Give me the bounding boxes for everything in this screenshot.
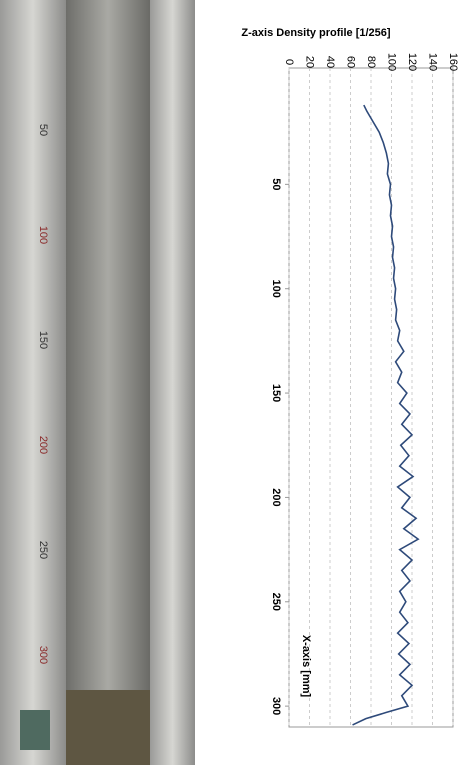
y-tick-label: 120 (406, 53, 418, 71)
x-tick-label: 150 (270, 384, 282, 402)
x-tick-label: 100 (270, 280, 282, 298)
y-tick-label: 100 (386, 53, 398, 71)
right-rail (150, 0, 195, 765)
foam-column (66, 0, 150, 765)
y-tick-label: 160 (447, 53, 459, 71)
ruler (0, 0, 66, 765)
ruler-label: 50 (37, 124, 49, 136)
liquid (66, 690, 150, 765)
chart-title: Z-axis Density profile [1/256] (241, 27, 390, 39)
photo (0, 0, 195, 765)
ruler-label: 300 (37, 646, 49, 664)
label-sticker (20, 710, 50, 750)
y-tick-label: 80 (365, 56, 377, 68)
y-tick-label: 0 (283, 59, 295, 65)
y-tick-label: 140 (427, 53, 439, 71)
ruler-label: 100 (37, 226, 49, 244)
x-tick-label: 250 (270, 593, 282, 611)
ruler-label: 250 (37, 541, 49, 559)
y-tick-label: 60 (345, 56, 357, 68)
page: Z-axis Density profile [1/256] 50 100 150 2… (0, 0, 462, 765)
x-tick-label: 200 (270, 488, 282, 506)
x-tick-label: 300 (270, 697, 282, 715)
ruler-label: 200 (37, 436, 49, 454)
y-tick-label: 40 (324, 56, 336, 68)
x-tick-label: 50 (270, 178, 282, 190)
ruler-label: 150 (37, 331, 49, 349)
y-tick-label: 20 (304, 56, 316, 68)
data-line (353, 105, 419, 725)
x-axis-label: X-axis [mm] (300, 635, 312, 698)
